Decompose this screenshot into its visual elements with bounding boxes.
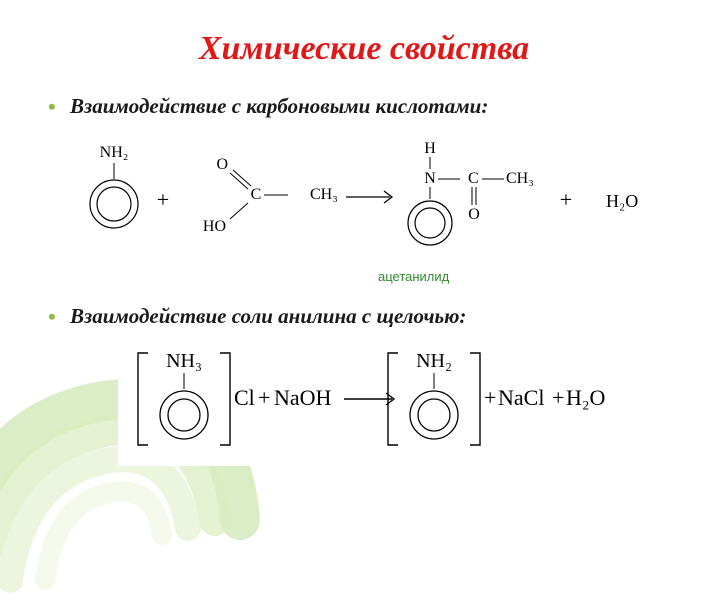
- label-c2: C: [468, 170, 479, 187]
- bullet-item: Взаимодействие соли анилина с щелочью:: [48, 304, 680, 329]
- caption-acetanilide: ацетанилид: [378, 269, 449, 284]
- label-ch3-b: CH₃: [506, 170, 534, 187]
- label-h2o-b: H₂O: [566, 385, 605, 410]
- bullet-label: Взаимодействие соли анилина с щелочью:: [70, 304, 466, 328]
- bullet-label: Взаимодействие с карбоновыми кислотами:: [70, 94, 488, 118]
- reaction-2: NH₃ Cl + NaOH NH₂ + NaCl + H₂O: [118, 343, 618, 466]
- plus2: +: [560, 187, 572, 212]
- label-nh2: NH₂: [100, 144, 129, 161]
- label-nh3: NH₃: [166, 350, 202, 372]
- label-nacl: NaCl: [498, 385, 544, 410]
- label-cl: Cl: [234, 385, 255, 410]
- label-o2: O: [468, 206, 480, 223]
- label-h: H: [424, 140, 436, 157]
- label-c: C: [251, 186, 262, 203]
- plus4: +: [484, 385, 496, 410]
- label-ch3: CH₃: [310, 186, 338, 203]
- label-naoh: NaOH: [274, 385, 332, 410]
- reaction-1: NH₂ + O C CH₃ HO H N C CH₃: [68, 135, 648, 268]
- plus: +: [157, 187, 169, 212]
- label-n: N: [424, 170, 436, 187]
- label-nh2b: NH₂: [416, 350, 452, 372]
- label-h2o: H₂O: [606, 191, 638, 211]
- label-ho: HO: [203, 218, 226, 235]
- bullet-item: Взаимодействие с карбоновыми кислотами:: [48, 94, 680, 119]
- page-title: Химические свойства: [48, 30, 680, 68]
- plus3: +: [258, 385, 270, 410]
- plus5: +: [552, 385, 564, 410]
- label-o: O: [216, 156, 228, 173]
